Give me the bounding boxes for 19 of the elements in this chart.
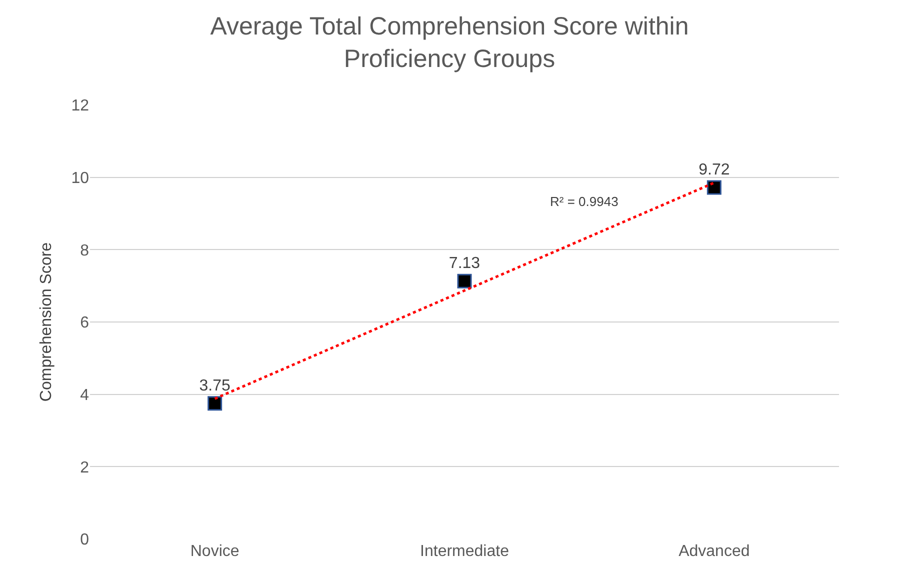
chart-title: Average Total Comprehension Score within Proficiency Groups (210, 12, 689, 74)
y-tick-label: 6 (80, 314, 90, 332)
point (208, 396, 222, 411)
x-tick-label: Intermediate (420, 543, 510, 560)
y-tick-label: 10 (71, 170, 90, 187)
point (706, 180, 722, 195)
point (457, 274, 472, 288)
y-tick-label: 0 (80, 532, 90, 549)
y-tick-label: 4 (80, 386, 90, 404)
y-tick-label: 8 (80, 242, 90, 260)
x-tick-label: Advanced (678, 543, 750, 560)
data-label: 9.72 (698, 161, 730, 178)
y-tick-label: 12 (71, 98, 90, 115)
y-axis-title: Comprehension Score (38, 242, 56, 402)
annotation: R² = 0.9943 (550, 194, 618, 209)
y-tick-label: 2 (80, 459, 90, 476)
x-tick-label: Novice (190, 543, 240, 560)
data-label: 3.75 (199, 377, 230, 394)
data-label: 7.13 (448, 255, 480, 272)
